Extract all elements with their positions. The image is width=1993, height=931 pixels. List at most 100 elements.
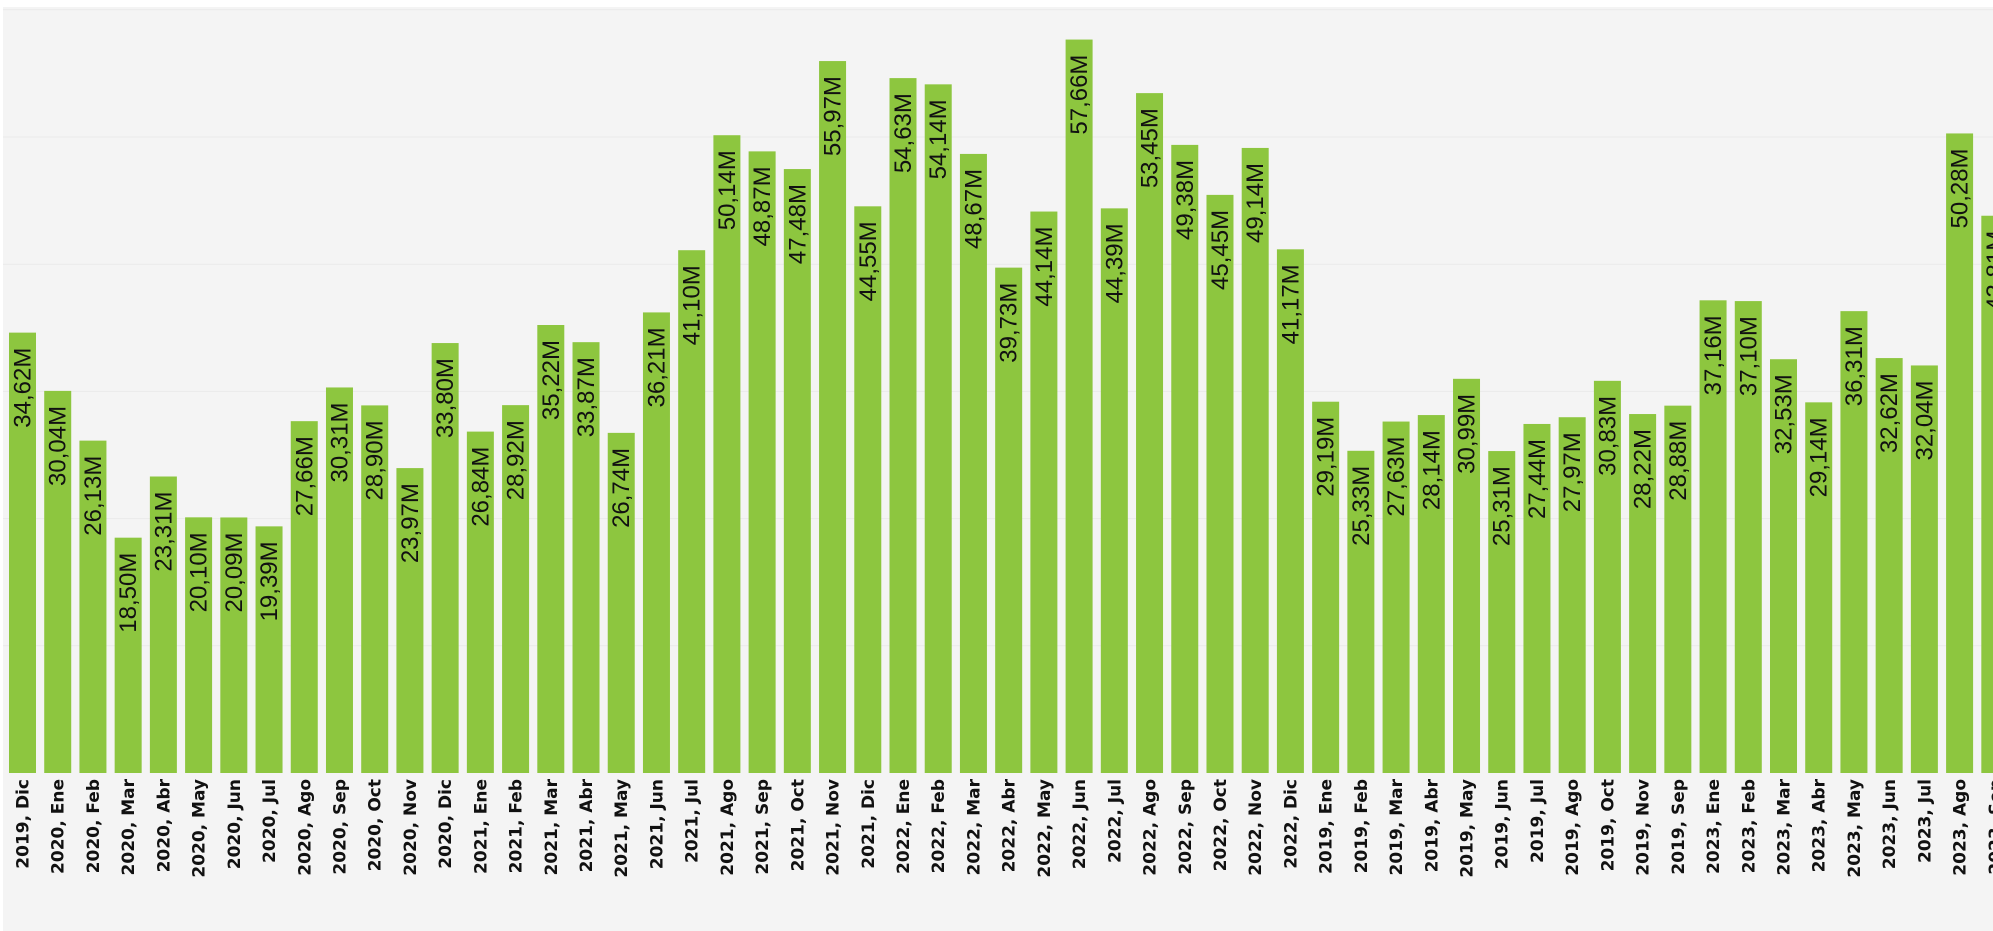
bar (924, 84, 952, 774)
value-label: 49,38M (1172, 160, 1199, 240)
value-label: 50,14M (714, 150, 741, 230)
bar (889, 78, 917, 774)
category-label: 2021, Ene (471, 779, 491, 874)
category-label: 2019, Ago (1563, 779, 1583, 876)
bar (1558, 417, 1586, 773)
value-label: 41,10M (679, 265, 706, 345)
bar (290, 421, 318, 773)
category-label: 2022, Ago (1141, 779, 1161, 876)
value-label: 32,04M (1911, 380, 1938, 460)
category-label: 2021, Oct (788, 779, 808, 871)
bar (959, 153, 987, 774)
value-label: 28,88M (1665, 421, 1692, 501)
value-label: 27,63M (1383, 437, 1410, 517)
category-label: 2022, May (1035, 779, 1055, 878)
category-label: 2019, Jul (1528, 779, 1548, 863)
category-label: 2019, Oct (1598, 779, 1618, 871)
category-label: 2022, Nov (1246, 779, 1266, 876)
value-label: 45,45M (1207, 210, 1234, 290)
category-label: 2020, Abr (154, 778, 174, 872)
bar (713, 135, 741, 774)
bar (1699, 300, 1727, 773)
category-label: 2021, Mar (542, 778, 562, 875)
category-label: 2020, Feb (84, 779, 104, 873)
value-label: 35,22M (538, 340, 565, 420)
value-label: 23,31M (150, 492, 177, 572)
value-label: 30,83M (1594, 396, 1621, 476)
value-label: 19,39M (256, 541, 283, 621)
bar (1417, 415, 1445, 773)
bar (220, 517, 248, 773)
bars (9, 39, 1993, 774)
value-label: 41,17M (1277, 264, 1304, 344)
value-label: 54,14M (925, 99, 952, 179)
category-label: 2023, Jun (1880, 779, 1900, 869)
bar (325, 387, 353, 773)
category-label: 2021, Sep (753, 779, 773, 875)
category-label: 2022, Jun (1070, 779, 1090, 869)
value-label: 48,87M (749, 166, 776, 246)
category-label: 2022, Abr (1000, 778, 1020, 872)
value-label: 44,55M (855, 221, 882, 301)
category-label: 2021, Abr (577, 778, 597, 872)
category-label: 2022, Oct (1211, 779, 1231, 871)
value-label: 54,63M (890, 93, 917, 173)
category-label: 2023, Mar (1775, 778, 1795, 875)
bar (1488, 451, 1516, 773)
value-label: 44,14M (1031, 227, 1058, 307)
category-label: 2023, Jul (1915, 779, 1935, 863)
bar (361, 405, 389, 773)
category-label: 2022, Ene (894, 779, 914, 874)
bar (1770, 359, 1797, 773)
value-label: 28,92M (503, 420, 530, 500)
value-label: 25,33M (1348, 466, 1375, 546)
value-label: 27,44M (1524, 439, 1551, 519)
value-label: 50,28M (1947, 148, 1974, 228)
value-label: 47,48M (784, 184, 811, 264)
category-label: 2020, Mar (119, 778, 139, 875)
category-label: 2020, Dic (436, 779, 456, 869)
value-label: 29,19M (1313, 417, 1340, 497)
category-label: 2019, Jun (1493, 779, 1513, 869)
category-label: 2023, Abr (1810, 778, 1830, 872)
category-label: 2023, Feb (1739, 779, 1759, 873)
bar (1382, 421, 1410, 773)
value-label: 30,99M (1454, 394, 1481, 474)
category-label: 2020, Ene (49, 779, 69, 874)
bar (79, 440, 107, 773)
value-label: 37,16M (1700, 315, 1727, 395)
bar (854, 206, 882, 773)
value-label: 23,97M (397, 483, 424, 563)
bar (1312, 401, 1340, 773)
value-label: 43,81M (1982, 231, 1993, 311)
value-label: 44,39M (1101, 223, 1128, 303)
bar (44, 390, 72, 773)
value-label: 20,10M (186, 532, 213, 612)
bar (678, 250, 706, 773)
category-label: 2019, Feb (1352, 779, 1372, 873)
value-label: 30,31M (326, 402, 353, 482)
category-labels: 2019, Dic 2020, Ene 2020, Feb 2020, Mar 2020… (14, 778, 1993, 877)
bar (114, 537, 142, 773)
bar (1523, 423, 1551, 773)
category-label: 2019, Nov (1634, 779, 1654, 876)
category-label: 2020, Nov (401, 779, 421, 876)
value-label: 26,84M (467, 447, 494, 527)
bar (819, 61, 847, 774)
bar (1875, 358, 1903, 773)
bar (149, 476, 177, 773)
value-label: 18,50M (115, 553, 142, 633)
bar (1805, 402, 1833, 773)
bar (1664, 405, 1692, 773)
category-label: 2022, Sep (1176, 779, 1196, 875)
category-label: 2020, Jun (225, 779, 245, 869)
value-label: 28,90M (362, 420, 389, 500)
bar (1065, 39, 1093, 774)
value-label: 20,09M (221, 532, 248, 612)
bar (431, 343, 459, 773)
value-label: 30,04M (45, 406, 72, 486)
bar (642, 312, 670, 773)
category-label: 2019, May (1458, 779, 1478, 878)
bar (1206, 194, 1234, 773)
